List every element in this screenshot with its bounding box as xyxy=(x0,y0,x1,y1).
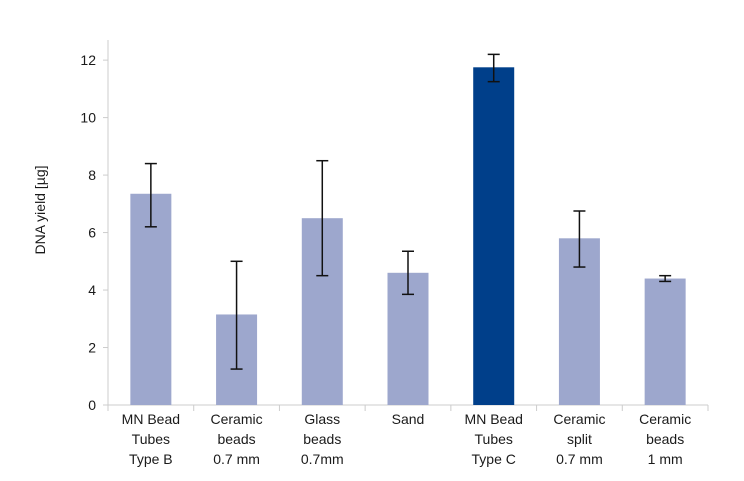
x-tick-label-line: Tubes xyxy=(475,431,513,447)
y-tick-label: 4 xyxy=(88,282,96,298)
error-bar xyxy=(230,260,243,370)
x-tick-label-line: Ceramic xyxy=(639,411,691,427)
x-tick-label: Ceramic split 0.7 mm xyxy=(553,411,605,467)
y-tick-label: 6 xyxy=(88,225,96,241)
error-bar xyxy=(487,53,500,83)
x-tick-label-line: Tubes xyxy=(132,431,170,447)
error-bar xyxy=(144,162,157,228)
y-tick-label: 8 xyxy=(88,167,96,183)
x-tick-label-line: Type B xyxy=(129,451,173,467)
x-tick-label-line: beads xyxy=(646,431,684,447)
y-tick-label: 0 xyxy=(88,397,96,413)
error-bar xyxy=(659,274,672,283)
x-tick-label-line: 1 mm xyxy=(648,451,683,467)
x-tick-label: MN Bead Tubes Type B xyxy=(122,411,180,467)
x-tick-label-line: Glass xyxy=(304,411,340,427)
x-tick-label-line: 0.7 mm xyxy=(556,451,603,467)
error-bar xyxy=(316,159,329,277)
x-tick-label-line: beads xyxy=(303,431,341,447)
bar xyxy=(644,278,686,405)
x-tick-label: Sand xyxy=(392,411,425,427)
error-bars xyxy=(144,53,672,370)
error-bar xyxy=(402,250,414,296)
x-tick-label: MN Bead Tubes Type C xyxy=(465,411,523,467)
x-tick-label-line: split xyxy=(567,431,592,447)
y-axis-ticks: 0 2 4 6 8 10 12 xyxy=(80,52,108,413)
x-tick-label: Ceramic beads 1 mm xyxy=(639,411,691,467)
x-axis-labels: MN Bead Tubes Type B Ceramic beads 0.7 mm Glas… xyxy=(122,411,692,467)
y-tick-label: 10 xyxy=(80,110,96,126)
x-tick-label-line: Type C xyxy=(472,451,516,467)
x-tick-label-line: Sand xyxy=(392,411,425,427)
x-tick-label-line: MN Bead xyxy=(122,411,180,427)
y-tick-label: 12 xyxy=(80,52,96,68)
bar xyxy=(473,67,515,405)
x-tick-label: Ceramic beads 0.7 mm xyxy=(211,411,263,467)
x-tick-label-line: MN Bead xyxy=(465,411,523,427)
bar xyxy=(130,193,172,405)
x-tick-label-line: beads xyxy=(217,431,255,447)
x-tick-label-line: Ceramic xyxy=(553,411,605,427)
error-bar xyxy=(573,210,586,268)
x-tick-label: Glass beads 0.7mm xyxy=(301,411,344,467)
x-tick-label-line: Ceramic xyxy=(211,411,263,427)
x-tick-label-line: 0.7mm xyxy=(301,451,344,467)
x-tick-label-line: 0.7 mm xyxy=(213,451,260,467)
y-tick-label: 2 xyxy=(88,340,96,356)
bars xyxy=(130,67,686,405)
y-axis-title: DNA yield [µg] xyxy=(32,166,48,255)
